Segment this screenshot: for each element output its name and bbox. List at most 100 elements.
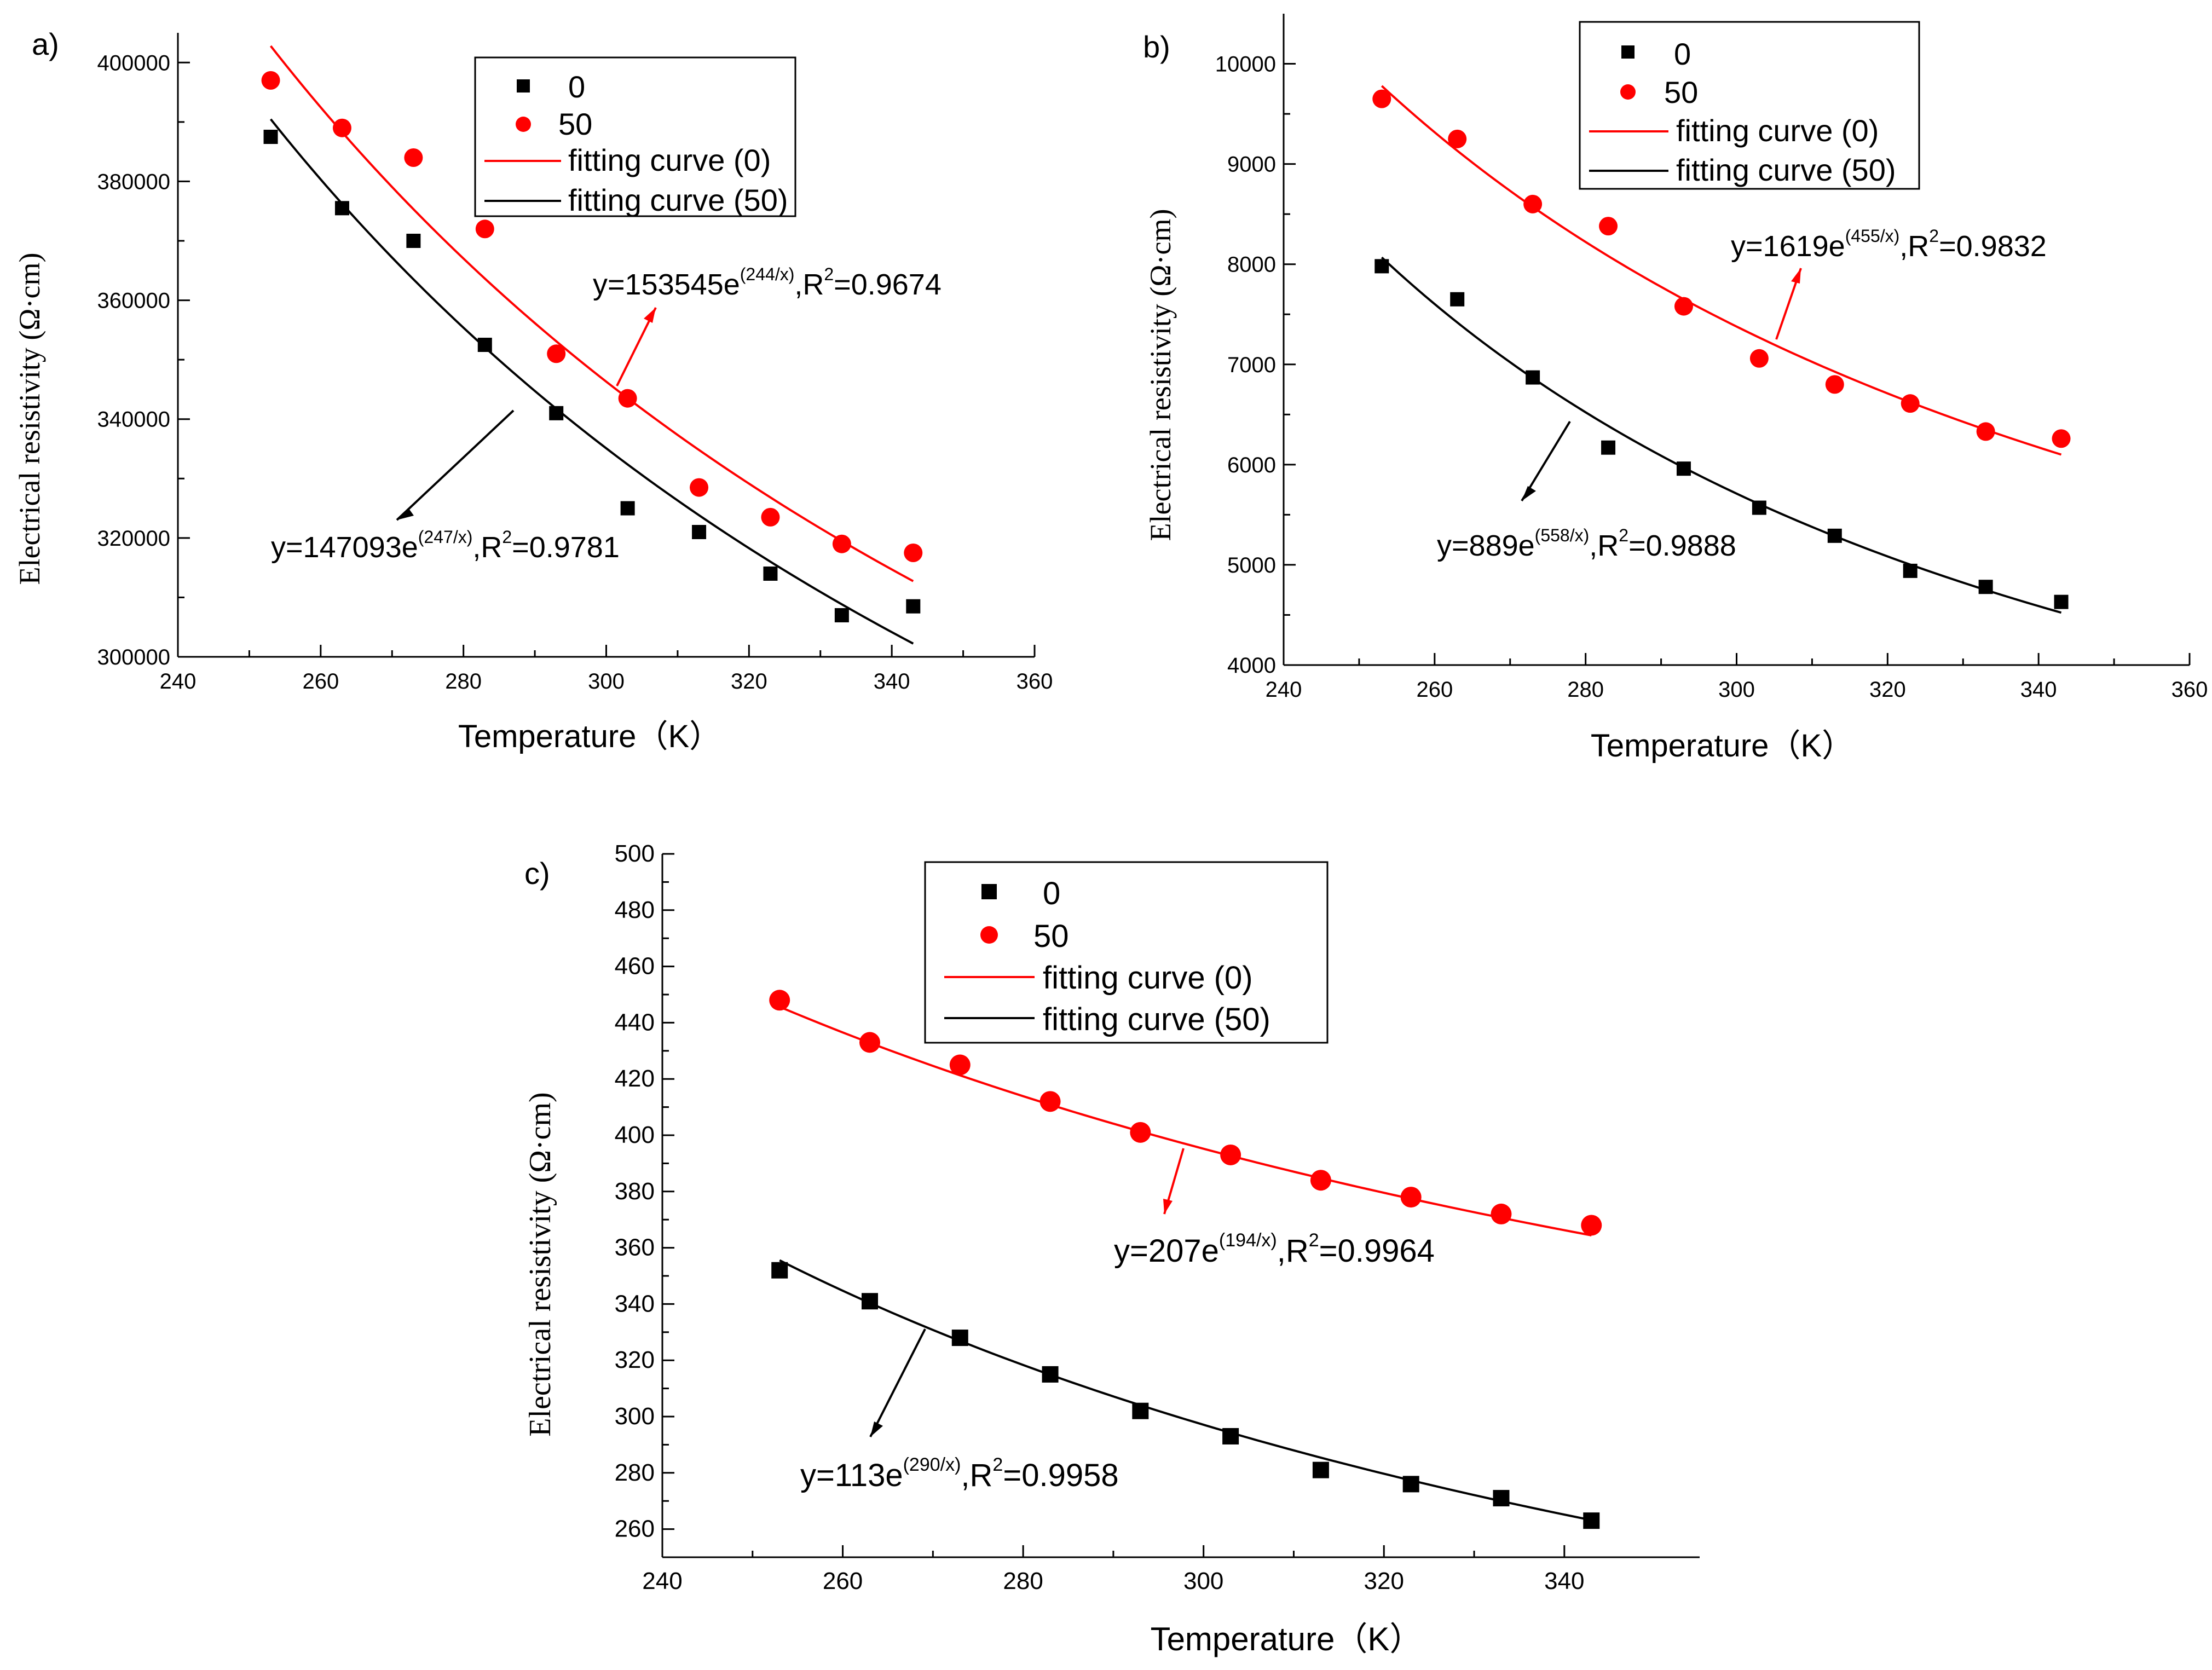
y-tick-label: 500 <box>615 840 655 867</box>
data-point-series-1 <box>1039 1091 1061 1112</box>
annotation-1-prefix: y=889e <box>1437 529 1535 562</box>
fit-curve-0 <box>779 1006 1592 1236</box>
legend-marker-1 <box>980 926 998 944</box>
annotation-0-sup: 2 <box>824 264 834 284</box>
annotation-1-exponent: (558/x) <box>1535 525 1590 545</box>
annotation-arrow-head-1 <box>397 508 414 520</box>
data-point-series-1 <box>1825 375 1844 394</box>
data-point-series-0 <box>1493 1490 1510 1507</box>
annotation-arrow-head-0 <box>1791 268 1801 284</box>
annotation-1-exponent: (290/x) <box>903 1454 961 1475</box>
legend-marker-0 <box>1621 45 1635 59</box>
annotation-arrow-line-1 <box>396 409 515 521</box>
x-tick-label: 260 <box>823 1568 863 1594</box>
annotation-text-1: y=147093e(247/x),R2=0.9781 <box>271 527 620 564</box>
x-tick-label: 240 <box>642 1568 682 1594</box>
annotation-1-mid: ,R <box>472 531 502 564</box>
annotation-1-prefix: y=113e <box>800 1458 903 1493</box>
x-tick-label: 360 <box>2171 678 2208 702</box>
y-tick-label: 400000 <box>97 51 170 75</box>
y-tick-label: 7000 <box>1227 353 1276 377</box>
x-tick-label: 300 <box>1718 678 1755 702</box>
legend-label-0: 0 <box>1674 37 1691 71</box>
y-tick-label: 440 <box>615 1009 655 1036</box>
panel-label: c) <box>524 856 550 891</box>
data-point-series-0 <box>1526 370 1540 385</box>
x-tick-label: 360 <box>1017 669 1053 694</box>
data-point-series-1 <box>1901 394 1920 413</box>
x-axis-label: Temperature（K） <box>1151 1621 1423 1657</box>
x-tick-label: 280 <box>445 669 482 694</box>
x-tick-label: 260 <box>1416 678 1453 702</box>
data-point-series-1 <box>1220 1144 1241 1165</box>
y-tick-label: 6000 <box>1227 453 1276 477</box>
y-tick-label: 320000 <box>97 527 170 551</box>
annotation-0-exponent: (244/x) <box>740 264 795 284</box>
data-point-series-1 <box>618 389 637 408</box>
legend-label-0: 0 <box>1043 876 1060 911</box>
data-point-series-1 <box>832 534 851 553</box>
plot-area-c: 240 260 280 300 320 340 260 280 300 320 340 360 380 4… <box>615 840 1700 1594</box>
data-point-series-0 <box>1601 440 1616 455</box>
data-point-series-1 <box>475 219 494 239</box>
legend-label-1: 50 <box>558 107 592 141</box>
legend-marker-0 <box>517 79 530 93</box>
x-tick-label: 340 <box>2020 678 2057 702</box>
data-point-series-1 <box>904 544 923 562</box>
plot-area-a: 240 260 280 300 320 340 360 300000 320000 340000 3… <box>97 33 1053 694</box>
data-point-series-0 <box>1042 1366 1059 1383</box>
annotation-arrow-head-1 <box>1522 486 1536 501</box>
data-point-series-1 <box>404 148 423 167</box>
legend-label-0: 0 <box>568 70 585 104</box>
annotation-0-exponent: (455/x) <box>1845 226 1900 246</box>
annotation-arrow-head-0 <box>1163 1199 1173 1214</box>
data-point-series-0 <box>1752 500 1766 515</box>
annotation-0-mid: ,R <box>794 268 824 301</box>
y-tick-label: 10000 <box>1215 53 1276 77</box>
data-point-series-0 <box>620 501 635 516</box>
data-point-series-0 <box>834 608 849 622</box>
annotation-0-suffix: =0.9832 <box>1939 230 2047 263</box>
y-tick-label: 380000 <box>97 170 170 194</box>
y-tick-label: 8000 <box>1227 253 1276 277</box>
data-point-series-0 <box>692 525 707 539</box>
data-point-series-0 <box>771 1262 788 1279</box>
annotation-arrow-line-1 <box>869 1328 926 1437</box>
data-point-series-1 <box>1491 1203 1512 1224</box>
legend: 0 50 fitting curve (0) fitting curve (50… <box>474 56 796 217</box>
y-tick-label: 9000 <box>1227 153 1276 177</box>
data-point-series-0 <box>334 201 349 216</box>
fit-curve-1 <box>779 1259 1592 1522</box>
data-point-series-0 <box>1827 528 1842 543</box>
annotation-1-mid: ,R <box>1589 529 1619 562</box>
data-point-series-1 <box>1674 297 1693 316</box>
legend: 0 50 fitting curve (0) fitting curve (50… <box>924 861 1329 1044</box>
y-tick-label: 340 <box>615 1290 655 1317</box>
annotation-0-prefix: y=153545e <box>593 268 740 301</box>
annotation-0-mid: ,R <box>1277 1233 1309 1269</box>
annotation-1-suffix: =0.9781 <box>512 531 620 564</box>
data-point-series-0 <box>1978 580 1993 594</box>
legend-label-2: fitting curve (0) <box>1043 960 1253 996</box>
data-point-series-1 <box>859 1032 880 1053</box>
fit-curve-1 <box>269 118 914 645</box>
y-axis-label: Electrical resistivity (Ω·cm) <box>523 1092 557 1436</box>
data-point-series-0 <box>763 567 778 581</box>
y-tick-label: 480 <box>615 897 655 923</box>
x-tick-label: 340 <box>1544 1568 1584 1594</box>
y-tick-label: 460 <box>615 953 655 980</box>
data-point-series-1 <box>261 71 280 90</box>
panel-b: b) 240 260 280 300 320 340 360 4000 5000 6000 7000… <box>1143 14 2208 764</box>
annotation-0-suffix: =0.9964 <box>1319 1233 1435 1269</box>
data-point-series-0 <box>1676 461 1691 476</box>
y-tick-label: 420 <box>615 1065 655 1092</box>
data-point-series-0 <box>2054 594 2069 609</box>
y-axis-label: Electrical resistivity (Ω·cm) <box>1144 209 1177 541</box>
data-point-series-0 <box>862 1293 878 1310</box>
annotation-0-mid: ,R <box>1899 230 1929 263</box>
annotation-1-exponent: (247/x) <box>418 527 473 547</box>
data-point-series-1 <box>1599 217 1618 236</box>
data-point-series-1 <box>1523 194 1543 213</box>
legend-marker-0 <box>981 884 997 899</box>
data-point-series-1 <box>1749 349 1769 368</box>
